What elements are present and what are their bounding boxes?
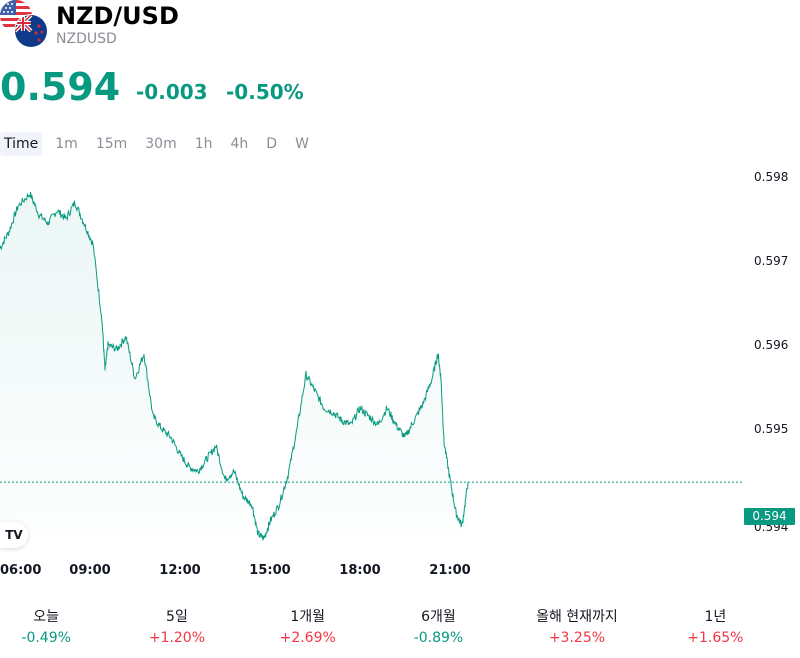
- perf-ytd[interactable]: 올해 현재까지 +3.25%: [523, 606, 631, 650]
- tab-4h[interactable]: 4h: [230, 136, 249, 152]
- interval-tabs: Time 1m 15m 30m 1h 4h D W: [0, 132, 318, 156]
- symbol-title: NZD/USD: [56, 2, 179, 30]
- perf-label: 올해 현재까지: [536, 609, 618, 625]
- y-tick-label: 0.598: [754, 170, 788, 184]
- y-tick-label: 0.597: [754, 254, 788, 268]
- nz-flag-icon: [15, 15, 47, 47]
- perf-label: 오늘: [33, 609, 60, 625]
- y-tick-label: 0.596: [754, 338, 788, 352]
- price-series-line: [0, 191, 469, 541]
- symbol-ticker: NZDUSD: [56, 31, 117, 47]
- perf-1y[interactable]: 1년 +1.65%: [631, 606, 800, 650]
- perf-label: 1개월: [290, 609, 326, 625]
- perf-value: -0.89%: [413, 630, 464, 646]
- perf-1m[interactable]: 1개월 +2.69%: [262, 606, 354, 650]
- tradingview-logo-icon[interactable]: TV: [0, 522, 28, 548]
- currency-flags-icon: [0, 0, 48, 48]
- perf-label: 1년: [704, 609, 727, 625]
- tab-1h[interactable]: 1h: [194, 136, 213, 152]
- perf-value: -0.49%: [21, 630, 71, 646]
- perf-label: 5일: [166, 609, 188, 625]
- perf-value: +3.25%: [548, 630, 606, 646]
- y-tick-label: 0.595: [754, 422, 788, 436]
- tab-d[interactable]: D: [266, 136, 278, 152]
- tab-time[interactable]: Time: [0, 132, 43, 156]
- perf-5d[interactable]: 5일 +1.20%: [92, 606, 261, 650]
- perf-value: +1.65%: [687, 630, 744, 646]
- perf-6m[interactable]: 6개월 -0.89%: [354, 606, 523, 650]
- perf-value: +2.69%: [279, 630, 336, 646]
- x-tick-label: 12:00: [159, 563, 200, 578]
- x-tick-label: 06:00: [0, 563, 41, 578]
- x-tick-label: 18:00: [339, 563, 380, 578]
- price-chart-svg[interactable]: 0.598 0.597 0.596 0.595 0.594 06:00 09:00 12:00…: [0, 160, 800, 590]
- x-tick-label: 21:00: [429, 563, 470, 578]
- price-change: -0.003: [136, 80, 208, 104]
- price-chart[interactable]: 0.598 0.597 0.596 0.595 0.594 06:00 09:00 12:00…: [0, 160, 800, 590]
- performance-row: 오늘 -0.49% 5일 +1.20% 1개월 +2.69% 6개월 -0.89…: [0, 606, 800, 650]
- price-change-percent: -0.50%: [226, 80, 304, 104]
- perf-today[interactable]: 오늘 -0.49%: [0, 606, 92, 650]
- symbol-header: NZD/USD NZDUSD: [0, 0, 800, 60]
- x-tick-label: 15:00: [249, 563, 290, 578]
- perf-value: +1.20%: [148, 630, 206, 646]
- last-price: 0.594: [0, 65, 121, 109]
- tab-1m[interactable]: 1m: [55, 136, 78, 152]
- tab-15m[interactable]: 15m: [95, 136, 128, 152]
- tab-30m[interactable]: 30m: [145, 136, 177, 152]
- x-tick-label: 09:00: [69, 563, 110, 578]
- tab-w[interactable]: W: [295, 136, 309, 152]
- last-price-badge: 0.594: [744, 508, 795, 525]
- perf-label: 6개월: [421, 609, 456, 625]
- price-area-fill: [0, 191, 468, 541]
